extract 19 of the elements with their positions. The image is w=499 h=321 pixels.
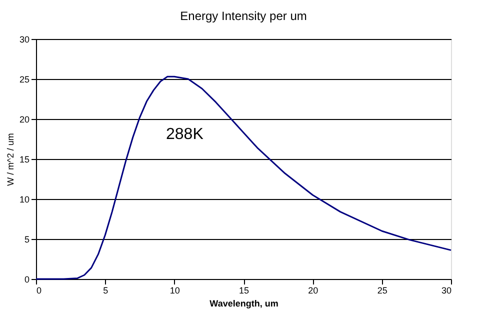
x-tick-label: 25 [377, 286, 388, 296]
y-tick-label: 5 [24, 234, 30, 244]
y-axis-title: W / m^2 / um [5, 133, 16, 186]
x-tick-label: 15 [238, 286, 250, 296]
x-tick-label: 20 [308, 286, 318, 296]
annotation: 288K [166, 126, 204, 143]
x-tick-label: 0 [36, 286, 42, 296]
y-tick-label: 25 [19, 74, 30, 84]
line-series [35, 76, 452, 280]
y-tick-label: 10 [19, 194, 30, 204]
x-axis-title: Wavelength, um [210, 298, 278, 308]
y-tick-label: 30 [19, 34, 30, 44]
x-tick-label: 5 [103, 286, 108, 296]
y-tick-label: 20 [19, 114, 30, 124]
y-tick-label: 0 [24, 274, 30, 284]
chart-title: Energy Intensity per um [180, 9, 307, 23]
x-tick-label: 30 [441, 286, 452, 296]
x-tick-label: 10 [170, 286, 180, 296]
y-tick-label: 15 [19, 154, 30, 164]
